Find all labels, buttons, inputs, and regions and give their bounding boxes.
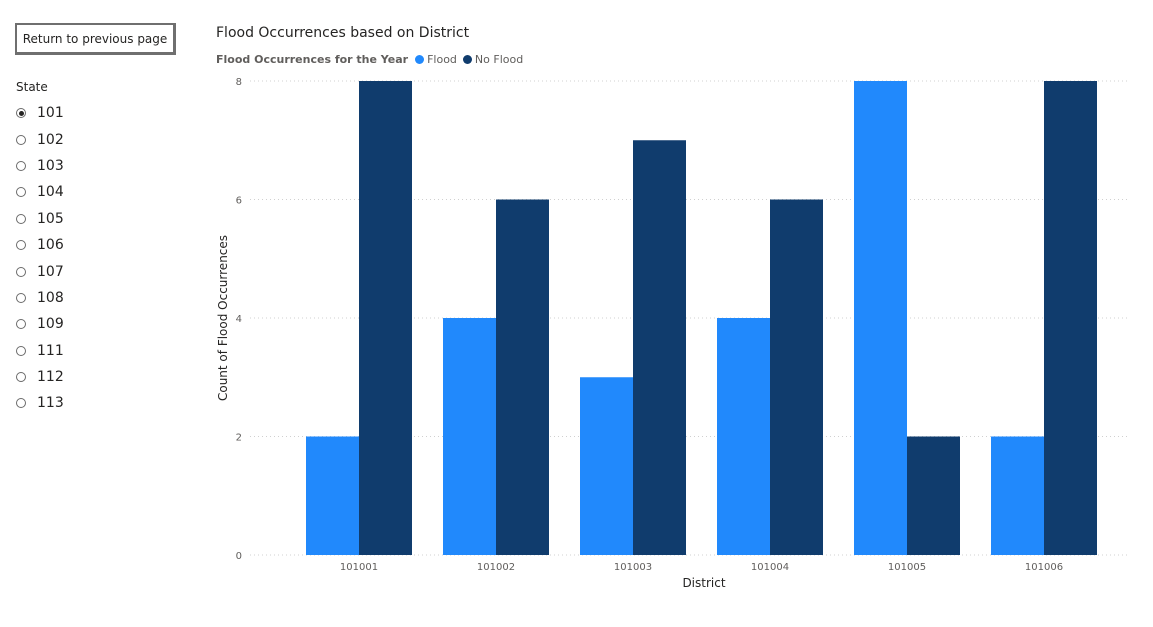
bar-no-flood-101006[interactable] <box>1044 81 1097 555</box>
bar-flood-101005[interactable] <box>854 81 907 555</box>
radio-button-icon[interactable] <box>16 398 26 409</box>
state-option-102[interactable]: 102 <box>16 126 64 152</box>
legend-label: Flood <box>427 53 457 66</box>
state-option-112[interactable]: 112 <box>16 364 64 390</box>
legend-item-no-flood[interactable]: No Flood <box>462 53 524 66</box>
radio-button-icon[interactable] <box>16 292 26 303</box>
x-tick-label: 101004 <box>751 562 789 573</box>
radio-button-icon[interactable] <box>16 240 26 251</box>
radio-button-icon[interactable] <box>16 266 26 277</box>
x-tick-label: 101006 <box>1025 562 1063 573</box>
chart-legend: Flood Occurrences for the Year Flood No F… <box>216 53 529 66</box>
state-option-label: 103 <box>37 157 64 174</box>
y-tick-label: 6 <box>236 196 242 207</box>
state-slicer-title: State <box>16 80 48 94</box>
state-option-105[interactable]: 105 <box>16 206 64 232</box>
chart-title: Flood Occurrences based on District <box>216 25 470 41</box>
radio-button-icon[interactable] <box>16 213 26 224</box>
x-tick-label: 101005 <box>888 562 926 573</box>
bar-flood-101004[interactable] <box>717 318 770 555</box>
state-option-label: 107 <box>37 263 64 280</box>
radio-button-icon[interactable] <box>16 372 26 383</box>
x-axis-title: District <box>682 576 725 590</box>
state-option-109[interactable]: 109 <box>16 311 64 337</box>
y-tick-label: 4 <box>236 314 242 325</box>
state-option-104[interactable]: 104 <box>16 179 64 205</box>
state-option-label: 106 <box>37 237 64 254</box>
x-tick-label: 101003 <box>614 562 652 573</box>
return-button-label: Return to previous page <box>22 31 168 46</box>
state-option-label: 108 <box>37 289 64 306</box>
bar-no-flood-101001[interactable] <box>359 81 412 555</box>
legend-label: No Flood <box>474 53 524 66</box>
state-option-106[interactable]: 106 <box>16 232 64 258</box>
legend-title: Flood Occurrences for the Year <box>216 53 409 66</box>
state-option-107[interactable]: 107 <box>16 258 64 284</box>
state-option-label: 113 <box>37 395 64 412</box>
state-option-113[interactable]: 113 <box>16 390 64 416</box>
radio-button-icon[interactable] <box>16 160 26 171</box>
state-option-108[interactable]: 108 <box>16 285 64 311</box>
bar-no-flood-101002[interactable] <box>496 199 549 556</box>
x-tick-label: 101002 <box>477 562 515 573</box>
y-tick-label: 2 <box>236 433 242 444</box>
bar-flood-101001[interactable] <box>306 436 359 556</box>
y-tick-label: 0 <box>236 551 242 562</box>
bar-no-flood-101005[interactable] <box>907 436 960 556</box>
state-slicer: 101 102 103 104 105 106 107 108 109 111 112 113 <box>16 100 64 417</box>
state-option-103[interactable]: 103 <box>16 153 64 179</box>
x-tick-label: 101001 <box>340 562 378 573</box>
state-option-label: 109 <box>37 316 64 333</box>
state-option-111[interactable]: 111 <box>16 338 64 364</box>
state-option-label: 105 <box>37 210 64 227</box>
return-to-previous-page-button[interactable]: Return to previous page <box>15 23 176 55</box>
state-option-label: 111 <box>37 342 64 359</box>
y-tick-label: 8 <box>236 77 242 88</box>
bar-no-flood-101003[interactable] <box>633 140 686 555</box>
state-option-label: 102 <box>37 131 64 148</box>
radio-button-icon[interactable] <box>16 319 26 330</box>
bar-no-flood-101004[interactable] <box>770 199 823 556</box>
bar-flood-101002[interactable] <box>443 318 496 555</box>
state-option-label: 104 <box>37 184 64 201</box>
legend-dot-icon <box>415 55 425 64</box>
y-axis-title: Count of Flood Occurrences <box>216 235 230 401</box>
radio-button-icon[interactable] <box>16 134 26 145</box>
radio-button-icon[interactable] <box>16 187 26 198</box>
bar-flood-101006[interactable] <box>991 436 1044 556</box>
state-option-label: 112 <box>37 369 64 386</box>
state-option-label: 101 <box>37 105 64 122</box>
bar-flood-101003[interactable] <box>580 377 633 555</box>
radio-button-icon[interactable] <box>16 108 26 119</box>
radio-button-icon[interactable] <box>16 345 26 356</box>
legend-item-flood[interactable]: Flood <box>415 53 457 66</box>
legend-dot-icon <box>462 55 472 64</box>
state-option-101[interactable]: 101 <box>16 100 64 126</box>
